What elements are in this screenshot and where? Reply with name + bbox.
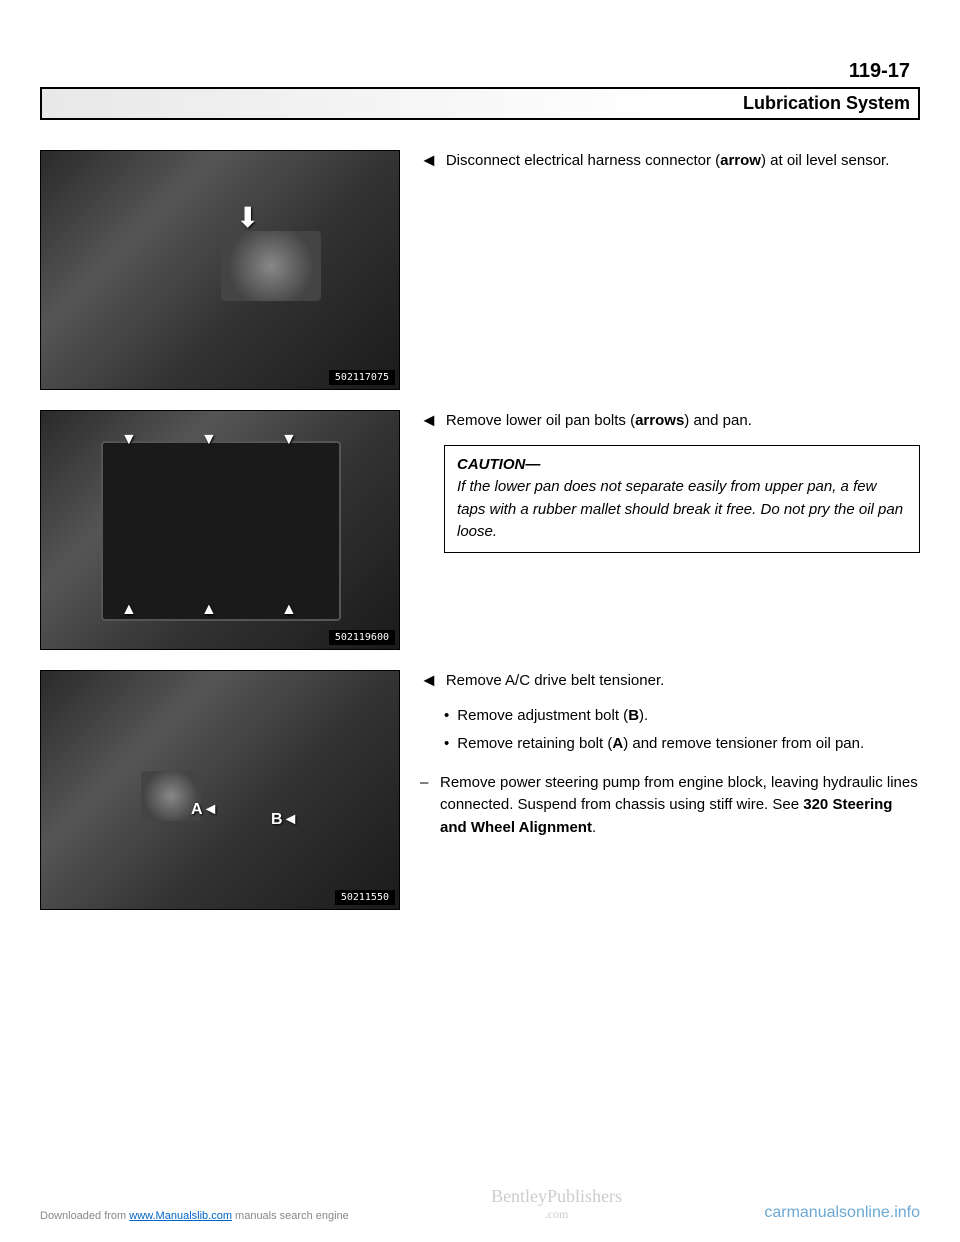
dash-icon: – bbox=[420, 772, 432, 840]
footer-left: Downloaded from www.Manualslib.com manua… bbox=[40, 1210, 349, 1222]
bullet-icon: • bbox=[444, 733, 449, 756]
instruction-3: ◄ Remove A/C drive belt tensioner. bbox=[420, 670, 920, 693]
caution-text: If the lower pan does not separate easil… bbox=[457, 476, 907, 544]
arrow-icon: ⬇ bbox=[236, 201, 259, 234]
photo-label: 502117075 bbox=[329, 370, 395, 385]
caution-box: CAUTION— If the lower pan does not separ… bbox=[444, 445, 920, 553]
pointer-icon: ◄ bbox=[420, 150, 438, 173]
section-2: ▼ ▼ ▼ ▲ ▲ ▲ 502119600 ◄ Remove lower oil… bbox=[40, 410, 920, 650]
arrow-icon: ▼ bbox=[201, 431, 217, 449]
arrow-icon: ▼ bbox=[281, 431, 297, 449]
manualslib-link[interactable]: www.Manualslib.com bbox=[129, 1210, 232, 1222]
page-footer: Downloaded from www.Manualslib.com manua… bbox=[40, 1186, 920, 1222]
section-3: A◄ B◄ 50211550 ◄ Remove A/C drive belt t… bbox=[40, 670, 920, 910]
arrow-icon: ▲ bbox=[201, 601, 217, 619]
label-b-icon: B◄ bbox=[271, 811, 298, 829]
arrow-icon: ▲ bbox=[281, 601, 297, 619]
bullet-item: • Remove adjustment bolt (B). bbox=[444, 705, 920, 728]
bullet-item: • Remove retaining bolt (A) and remove t… bbox=[444, 733, 920, 756]
arrow-icon: ▲ bbox=[121, 601, 137, 619]
instruction-2: ◄ Remove lower oil pan bolts (arrows) an… bbox=[420, 410, 920, 433]
caution-title: CAUTION— bbox=[457, 454, 907, 477]
photo-label: 50211550 bbox=[335, 890, 395, 905]
photo-2: ▼ ▼ ▼ ▲ ▲ ▲ 502119600 bbox=[40, 410, 400, 650]
instruction-1: ◄ Disconnect electrical harness connecto… bbox=[420, 150, 920, 173]
dash-instruction: – Remove power steering pump from engine… bbox=[420, 772, 920, 840]
bullet-icon: • bbox=[444, 705, 449, 728]
pointer-icon: ◄ bbox=[420, 410, 438, 433]
photo-1: ⬇ 502117075 bbox=[40, 150, 400, 390]
footer-center: BentleyPublishers .com bbox=[491, 1186, 622, 1222]
label-a-icon: A◄ bbox=[191, 801, 218, 819]
arrow-icon: ▼ bbox=[121, 431, 137, 449]
photo-label: 502119600 bbox=[329, 630, 395, 645]
pointer-icon: ◄ bbox=[420, 670, 438, 693]
photo-3: A◄ B◄ 50211550 bbox=[40, 670, 400, 910]
footer-right: carmanualsonline.info bbox=[764, 1204, 920, 1222]
section-1: ⬇ 502117075 ◄ Disconnect electrical harn… bbox=[40, 150, 920, 390]
page-number: 119-17 bbox=[40, 60, 910, 83]
section-header: Lubrication System bbox=[40, 87, 920, 120]
